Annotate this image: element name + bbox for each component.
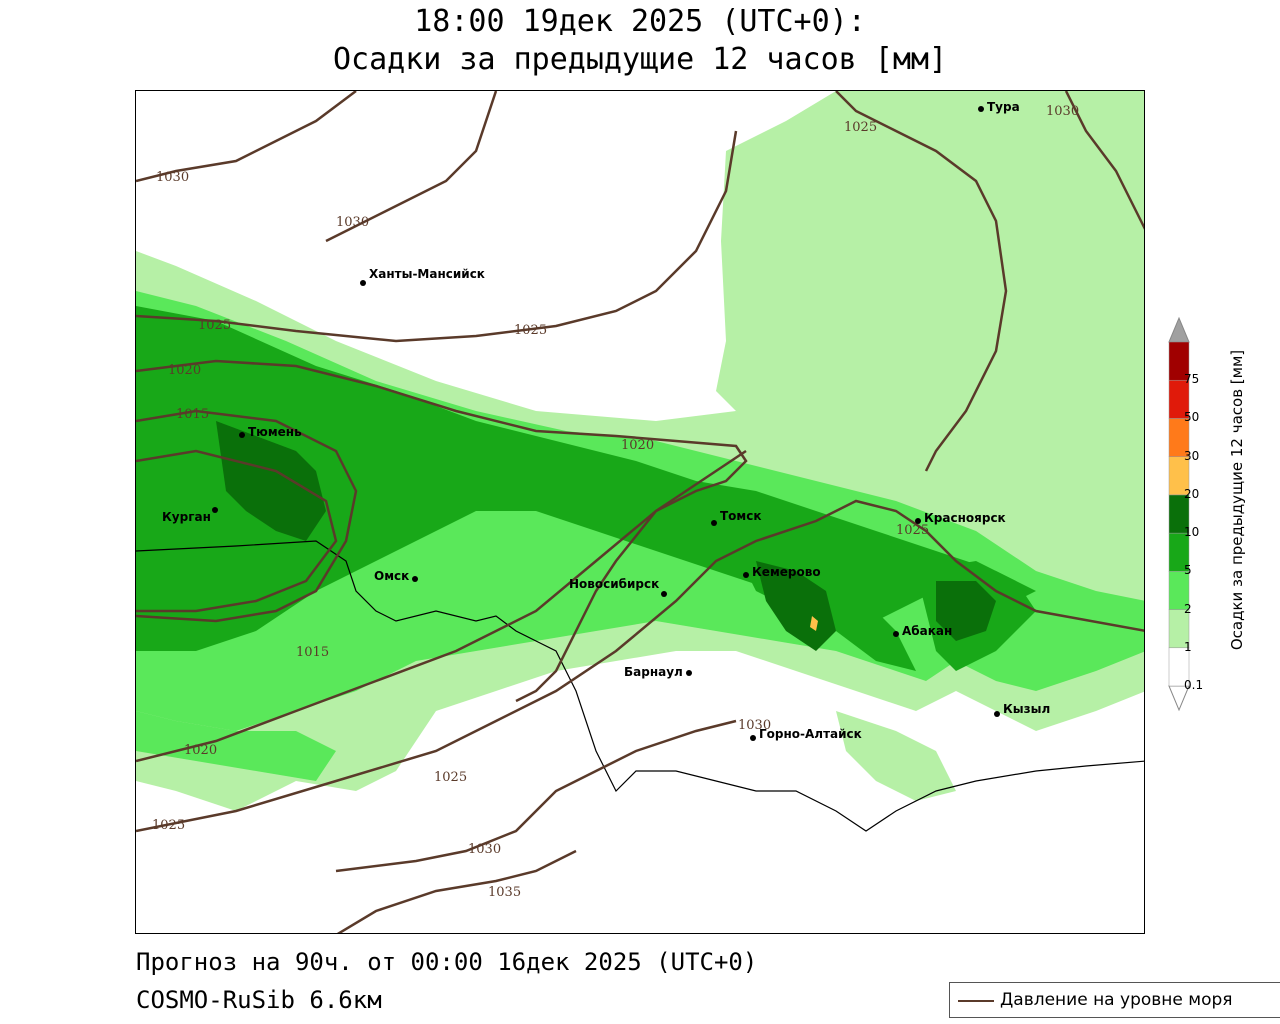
precip-area-abakan-core bbox=[936, 581, 996, 641]
colorbar-tick-label: 75 bbox=[1184, 372, 1200, 387]
colorbar-title: Осадки за предыдущие 12 часов [мм] bbox=[1228, 349, 1246, 651]
isobar-label: 1025 bbox=[844, 120, 877, 135]
city-label-novosibirsk: Новосибирск bbox=[569, 577, 659, 591]
colorbar-overflow-triangle bbox=[1168, 316, 1190, 343]
isobar-label: 1025 bbox=[434, 770, 467, 785]
isobar-1030-northeast bbox=[1064, 91, 1144, 230]
map-canvas: 1030 1030 1025 1025 1020 1015 1015 1020 … bbox=[136, 91, 1144, 933]
isobar-1015-outer bbox=[136, 449, 338, 613]
isobar-label: 1030 bbox=[156, 170, 189, 185]
isobar-label: 1025 bbox=[896, 523, 929, 538]
city-label-kemerovo: Кемерово bbox=[752, 565, 821, 579]
isobar-label: 1025 bbox=[198, 318, 231, 333]
colorbar-tick-label: 30 bbox=[1184, 448, 1200, 463]
isobar-label: 1015 bbox=[176, 407, 209, 422]
colorbar-tick-label: 10 bbox=[1184, 525, 1200, 540]
precip-area-south-patch bbox=[836, 711, 956, 801]
isobar-1015-inner bbox=[136, 409, 358, 623]
city-label-krasnoyarsk: Красноярск bbox=[924, 511, 1006, 525]
isobar-label: 1030 bbox=[468, 842, 501, 857]
isobar-legend-line bbox=[958, 1000, 994, 1002]
isobar-1020-main bbox=[136, 359, 748, 703]
isobar-label: 1020 bbox=[184, 743, 217, 758]
isobar-label: 1025 bbox=[152, 818, 185, 833]
map-title-time: 18:00 19дек 2025 (UTC+0): bbox=[414, 4, 866, 39]
city-marker-omsk bbox=[412, 576, 418, 582]
city-label-tyumen: Тюмень bbox=[248, 425, 302, 439]
country-border bbox=[136, 540, 1144, 832]
precip-area-west-lower bbox=[136, 711, 336, 781]
colorbar-tick-label: 50 bbox=[1184, 410, 1200, 425]
colorbar-tick-label: 1 bbox=[1184, 639, 1192, 654]
forecast-info: Прогноз на 90ч. от 00:00 16дек 2025 (UTC… bbox=[136, 948, 758, 976]
city-marker-barnaul bbox=[686, 670, 692, 676]
isobar-1025-west bbox=[136, 130, 738, 343]
isobar-label: 1015 bbox=[296, 645, 329, 660]
isobar-label: 1030 bbox=[1046, 104, 1079, 119]
city-marker-gorno-altaysk bbox=[750, 735, 756, 741]
precipitation-colorbar bbox=[1168, 316, 1190, 712]
isobar-label: 1030 bbox=[336, 215, 369, 230]
colorbar-tick-label: 20 bbox=[1184, 486, 1200, 501]
colorbar-tick-label: 0.1 bbox=[1184, 678, 1204, 692]
isobar-label: 1020 bbox=[168, 363, 201, 378]
city-marker-khanty-mansiysk bbox=[360, 280, 366, 286]
city-label-barnaul: Барнаул bbox=[624, 665, 683, 679]
city-label-tomsk: Томск bbox=[720, 509, 762, 523]
isobar-1030-south bbox=[335, 719, 737, 873]
isobar-label: 1025 bbox=[514, 323, 547, 338]
city-label-kurgan: Курган bbox=[162, 510, 211, 524]
city-marker-kemerovo bbox=[743, 572, 749, 578]
isobar-label: 1030 bbox=[738, 718, 771, 733]
city-label-kyzyl: Кызыл bbox=[1003, 702, 1050, 716]
city-marker-kurgan bbox=[212, 507, 218, 513]
cities: Тура Ханты-Мансийск Тюмень Курган Омск Н… bbox=[162, 100, 1050, 741]
map-title-variable: Осадки за предыдущие 12 часов [мм] bbox=[332, 42, 948, 77]
city-marker-tomsk bbox=[711, 520, 717, 526]
city-label-abakan: Абакан bbox=[902, 624, 952, 638]
isobar-legend-label: Давление на уровне моря bbox=[1000, 990, 1233, 1010]
isobar-1035 bbox=[336, 849, 577, 933]
city-marker-tyumen bbox=[239, 432, 245, 438]
isobar-1030-north bbox=[136, 91, 357, 183]
precipitation-map: 1030 1030 1025 1025 1020 1015 1015 1020 … bbox=[135, 90, 1145, 934]
city-marker-kyzyl bbox=[994, 711, 1000, 717]
city-marker-tura bbox=[978, 106, 984, 112]
isobar-1025-northeast bbox=[835, 91, 1008, 472]
isobars bbox=[136, 91, 1144, 933]
isobar-1020-south bbox=[136, 449, 747, 763]
isobar-label: 1020 bbox=[621, 438, 654, 453]
precip-area-north-east bbox=[716, 91, 1144, 610]
colorbar-segment bbox=[1168, 341, 1190, 381]
precip-area-tyumen-core bbox=[216, 421, 326, 541]
city-marker-novosibirsk bbox=[661, 591, 667, 597]
isobar-label: 1035 bbox=[488, 885, 521, 900]
isobar-legend: Давление на уровне моря bbox=[949, 982, 1280, 1018]
precip-spot-10mm bbox=[810, 616, 818, 631]
city-marker-krasnoyarsk bbox=[915, 518, 921, 524]
city-label-tura: Тура bbox=[987, 100, 1020, 114]
isobar-1030-north2 bbox=[325, 91, 498, 243]
city-marker-abakan bbox=[893, 631, 899, 637]
isobar-1025-south bbox=[136, 499, 1144, 833]
model-name: COSMO-RuSib 6.6км bbox=[136, 986, 382, 1014]
colorbar-tick-label: 2 bbox=[1184, 601, 1192, 616]
isobar-labels: 1030 1030 1025 1025 1020 1015 1015 1020 … bbox=[152, 104, 1079, 900]
precip-area-core-west bbox=[136, 306, 1036, 651]
city-label-omsk: Омск bbox=[374, 569, 409, 583]
city-label-gorno-altaysk: Горно-Алтайск bbox=[759, 727, 862, 741]
city-label-khanty-mansiysk: Ханты-Мансийск bbox=[369, 267, 485, 281]
colorbar-tick-label: 5 bbox=[1184, 563, 1192, 578]
